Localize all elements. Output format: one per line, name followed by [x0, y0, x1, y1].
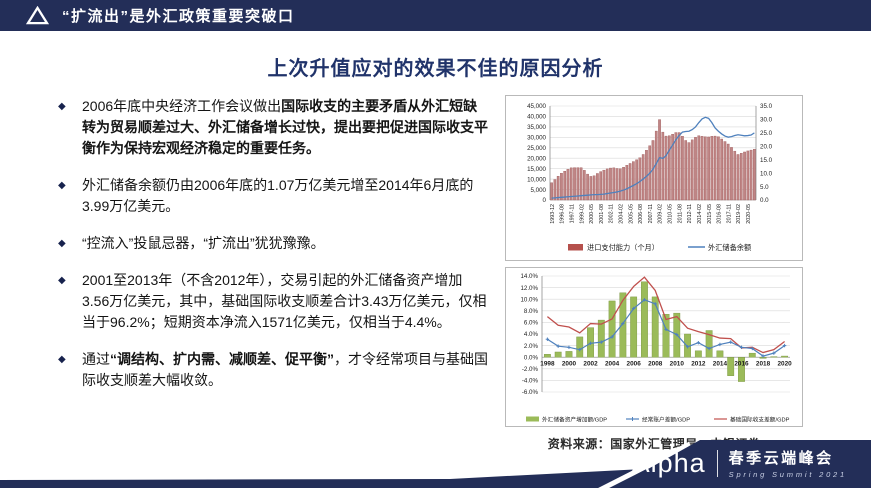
import-capacity-fx-reserves-chart: 0 5,000 10,000 15,000 20,000 25,000 30,000 35,0…: [505, 95, 803, 261]
bullet-item: ◆ 通过“调结构、扩内需、减顺差、促平衡”，才令经常项目与基础国际收支顺差大幅收敛…: [58, 349, 488, 391]
svg-text:2002-11: 2002-11: [609, 204, 615, 223]
svg-text:2000-05: 2000-05: [589, 204, 595, 224]
svg-text:2011-08: 2011-08: [677, 204, 683, 223]
svg-text:12.0%: 12.0%: [520, 285, 538, 292]
svg-text:30.0: 30.0: [760, 117, 773, 124]
svg-text:-4.0%: -4.0%: [522, 378, 539, 385]
footer-event-name: 春季云端峰会: [728, 450, 834, 467]
svg-text:2006: 2006: [627, 361, 642, 368]
bullet-item: ◆ 2006年底中央经济工作会议做出国际收支的主要矛盾从外汇短缺转为贸易顺差过大、…: [58, 96, 488, 159]
top-bar: “扩流出”是外汇政策重要突破口: [0, 0, 871, 31]
svg-text:2002: 2002: [583, 361, 598, 368]
bullet-item: ◆ 2001至2013年（不含2012年），交易引起的外汇储备资产增加3.56万亿…: [58, 270, 488, 333]
slide-section-title: “扩流出”是外汇政策重要突破口: [62, 8, 295, 25]
svg-text:2010-05: 2010-05: [668, 204, 674, 224]
diamond-bullet-icon: ◆: [58, 101, 66, 112]
svg-text:2012-11: 2012-11: [687, 204, 693, 223]
footer-brand-block: Alpha 春季云端峰会 Spring Summit 2021: [632, 447, 847, 479]
svg-text:2016-08: 2016-08: [717, 204, 723, 224]
diamond-bullet-icon: ◆: [58, 238, 66, 249]
svg-text:外汇储备资产增加额/GDP: 外汇储备资产增加额/GDP: [542, 416, 607, 424]
svg-text:2017-11: 2017-11: [726, 204, 732, 223]
svg-text:5.0: 5.0: [760, 184, 769, 191]
bullet-text: 2001至2013年（不含2012年），交易引起的外汇储备资产增加3.56万亿美…: [82, 272, 487, 330]
svg-text:2005-05: 2005-05: [628, 204, 634, 224]
svg-text:经常账户差额/GDP: 经常账户差额/GDP: [642, 416, 690, 424]
alpha-wordmark: Alpha: [631, 448, 706, 478]
svg-text:20,000: 20,000: [527, 155, 546, 162]
svg-text:5,000: 5,000: [531, 187, 547, 194]
svg-text:2001-08: 2001-08: [599, 204, 605, 224]
svg-text:2009-02: 2009-02: [658, 204, 664, 224]
svg-text:2004-02: 2004-02: [619, 204, 625, 224]
svg-text:6.0%: 6.0%: [524, 320, 539, 327]
svg-text:基础国际收支差额/GDP: 基础国际收支差额/GDP: [730, 416, 790, 424]
svg-text:8.0%: 8.0%: [524, 308, 539, 315]
svg-text:2020-05: 2020-05: [746, 204, 752, 224]
svg-text:-6.0%: -6.0%: [522, 389, 539, 396]
svg-text:2008: 2008: [648, 361, 663, 368]
svg-text:0.0: 0.0: [760, 197, 769, 204]
charts-column: 0 5,000 10,000 15,000 20,000 25,000 30,000 35,0…: [505, 95, 803, 452]
svg-text:15.0: 15.0: [760, 157, 773, 164]
diamond-bullet-icon: ◆: [58, 180, 66, 191]
svg-text:25,000: 25,000: [527, 145, 546, 152]
svg-text:外汇储备余额: 外汇储备余额: [708, 243, 751, 252]
svg-text:2020: 2020: [777, 361, 792, 368]
bullet-item: ◆ “控流入”投鼠忌器，“扩流出”犹犹豫豫。: [58, 233, 488, 254]
svg-text:35.0: 35.0: [760, 103, 773, 110]
alpha-triangle-logo-icon: [26, 6, 49, 25]
diamond-bullet-icon: ◆: [58, 354, 66, 365]
page-title: 上次升值应对的效果不佳的原因分析: [267, 58, 604, 80]
bop-gdp-ratio-chart: 14.0% 12.0% 10.0% 8.0% 6.0% 4.0% 2.0% 0.0% -2.0%…: [505, 267, 803, 427]
svg-text:2012: 2012: [691, 361, 706, 368]
svg-text:2010: 2010: [670, 361, 685, 368]
svg-text:10,000: 10,000: [527, 176, 546, 183]
footer-divider: [716, 449, 718, 477]
svg-text:14.0%: 14.0%: [520, 273, 538, 280]
svg-text:0: 0: [543, 197, 547, 204]
footer-banner: Alpha 春季云端峰会 Spring Summit 2021: [0, 440, 871, 488]
svg-text:35,000: 35,000: [527, 124, 546, 131]
svg-text:30,000: 30,000: [527, 135, 546, 142]
svg-text:1999-02: 1999-02: [579, 204, 585, 224]
svg-text:10.0: 10.0: [760, 170, 773, 177]
svg-text:4.0%: 4.0%: [524, 331, 539, 338]
bullet-text: 通过“调结构、扩内需、减顺差、促平衡”，才令经常项目与基础国际收支顺差大幅收敛。: [82, 351, 488, 388]
bullet-text: 外汇储备余额仍由2006年底的1.07万亿美元增至2014年6月底的3.99万亿…: [82, 177, 474, 214]
svg-text:2004: 2004: [605, 361, 620, 368]
svg-text:2014: 2014: [713, 361, 728, 368]
bullet-item: ◆ 外汇储备余额仍由2006年底的1.07万亿美元增至2014年6月底的3.99万…: [58, 175, 488, 217]
svg-text:2019-02: 2019-02: [736, 204, 742, 224]
svg-text:1997-11: 1997-11: [569, 204, 575, 223]
svg-text:2014-02: 2014-02: [697, 204, 703, 224]
svg-text:2007-11: 2007-11: [648, 204, 654, 223]
svg-text:0.0%: 0.0%: [524, 354, 539, 361]
diamond-bullet-icon: ◆: [58, 275, 66, 286]
svg-text:2018: 2018: [756, 361, 771, 368]
svg-text:1996-08: 1996-08: [560, 204, 566, 224]
svg-text:25.0: 25.0: [760, 130, 773, 137]
svg-text:-2.0%: -2.0%: [522, 366, 539, 373]
svg-text:45,000: 45,000: [527, 103, 546, 110]
svg-text:1998: 1998: [540, 361, 555, 368]
svg-text:40,000: 40,000: [527, 114, 546, 121]
bullet-text: “控流入”投鼠忌器，“扩流出”犹犹豫豫。: [82, 235, 325, 251]
svg-text:2006-08: 2006-08: [638, 204, 644, 224]
svg-text:20.0: 20.0: [760, 143, 773, 150]
footer-background-shapes: [0, 440, 871, 488]
svg-text:进口支付能力（个月）: 进口支付能力（个月）: [587, 243, 659, 252]
svg-text:15,000: 15,000: [527, 166, 546, 173]
svg-text:10.0%: 10.0%: [520, 296, 538, 303]
svg-text:2016: 2016: [734, 361, 749, 368]
bullet-list: ◆ 2006年底中央经济工作会议做出国际收支的主要矛盾从外汇短缺转为贸易顺差过大、…: [58, 96, 488, 407]
svg-text:2.0%: 2.0%: [524, 343, 539, 350]
footer-event-subtitle: Spring Summit 2021: [728, 470, 847, 479]
bullet-text: 2006年底中央经济工作会议做出国际收支的主要矛盾从外汇短缺转为贸易顺差过大、外…: [82, 98, 488, 156]
svg-text:1993-12: 1993-12: [550, 204, 556, 224]
svg-text:2000: 2000: [562, 361, 577, 368]
svg-text:2015-05: 2015-05: [707, 204, 713, 224]
